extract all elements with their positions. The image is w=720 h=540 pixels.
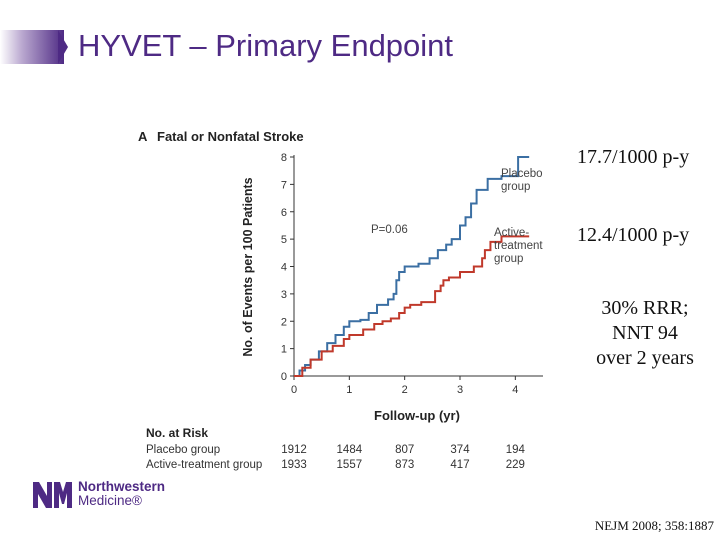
risk-cell-active: 1557 (337, 459, 363, 471)
risk-cell-active: 873 (395, 459, 414, 471)
y-tick-label: 8 (281, 152, 287, 164)
logo-text-line1: Northwestern (78, 479, 166, 494)
x-tick-label: 4 (512, 384, 518, 396)
risk-row-label-active: Active-treatment group (146, 459, 262, 471)
active-rate: 12.4/1000 p-y (577, 224, 690, 246)
title-accent-bar (0, 30, 64, 64)
nnt-line: NNT 94 (612, 322, 678, 344)
rrr-summary: 30% RRR; NNT 94 over 2 years (575, 296, 715, 371)
chart-axes: 0 1 2 3 4 5 6 7 8 0 1 2 3 4 (281, 152, 543, 396)
x-tick-label: 0 (291, 384, 297, 396)
placebo-series-label: Placebo (501, 168, 543, 180)
y-tick-label: 5 (281, 234, 287, 246)
northwestern-medicine-logo: Northwestern Medicine® (33, 478, 183, 512)
x-tick-label: 3 (457, 384, 463, 396)
risk-cell-placebo: 807 (395, 444, 414, 456)
y-tick-label: 6 (281, 207, 287, 219)
risk-cell-placebo: 1912 (281, 444, 307, 456)
rrr-line: 30% RRR; (601, 297, 689, 319)
x-axis-label: Follow-up (yr) (374, 408, 460, 423)
placebo-rate: 17.7/1000 p-y (577, 146, 690, 168)
panel-letter: A (138, 129, 148, 144)
active-series-label: treatment (494, 240, 543, 252)
risk-table: No. at Risk Placebo group Active-treatme… (146, 426, 526, 471)
placebo-series-line (294, 156, 530, 377)
chart-title: Fatal or Nonfatal Stroke (157, 129, 304, 144)
risk-cell-active: 417 (450, 459, 469, 471)
y-tick-label: 4 (281, 262, 287, 274)
risk-cell-placebo: 1484 (337, 444, 363, 456)
chart-series-layer (294, 156, 530, 377)
slide-title: HYVET – Primary Endpoint (78, 28, 454, 63)
risk-cell-placebo: 374 (450, 444, 470, 456)
duration-line: over 2 years (596, 347, 694, 369)
placebo-series-label: group (501, 181, 530, 193)
y-axis-label: No. of Events per 100 Patients (241, 177, 255, 356)
chart-svg: A Fatal or Nonfatal Stroke 0 1 2 3 4 5 6 7 8 0 1 2 3… (138, 129, 543, 471)
x-tick-label: 2 (402, 384, 408, 396)
y-tick-label: 2 (281, 316, 287, 328)
risk-cell-placebo: 194 (506, 444, 526, 456)
risk-table-header: No. at Risk (146, 426, 208, 440)
logo-text-line2: Medicine® (78, 493, 142, 508)
active-series-label: group (494, 253, 523, 265)
citation: NEJM 2008; 358:1887 (594, 518, 714, 533)
risk-row-label-placebo: Placebo group (146, 444, 220, 456)
nm-logo-mark-icon (33, 482, 72, 508)
active-series-line (294, 235, 530, 377)
y-tick-label: 3 (281, 289, 287, 301)
kaplan-meier-chart: A Fatal or Nonfatal Stroke 0 1 2 3 4 5 6 7 8 0 1 2 3… (130, 125, 570, 485)
y-tick-label: 0 (281, 371, 287, 383)
p-value-annotation: P=0.06 (371, 224, 408, 236)
y-tick-label: 1 (281, 344, 287, 356)
risk-cell-active: 1933 (281, 459, 307, 471)
x-tick-label: 1 (346, 384, 352, 396)
y-tick-label: 7 (281, 179, 287, 191)
active-series-label: Active- (494, 227, 529, 239)
title-accent-notch (58, 30, 68, 64)
risk-cell-active: 229 (506, 459, 525, 471)
